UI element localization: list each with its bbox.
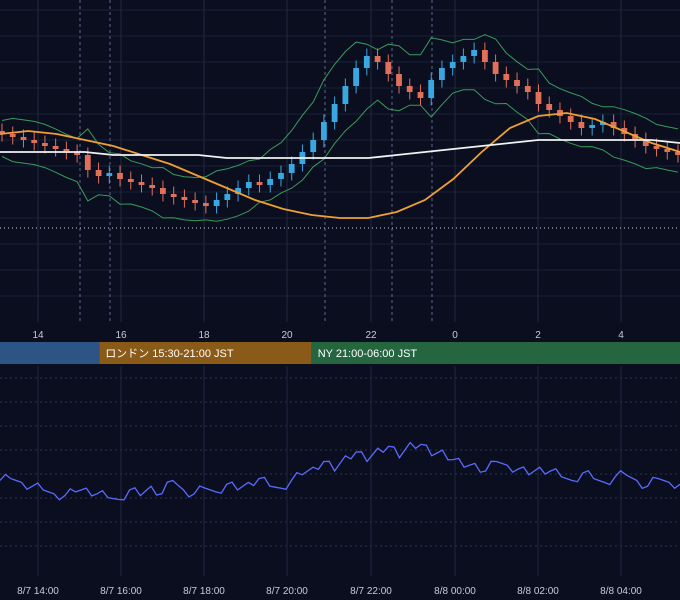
time-axis-label: 8/8 04:00: [600, 586, 642, 597]
candle-body: [514, 80, 520, 86]
candle-body: [267, 179, 274, 185]
candle-body: [245, 182, 252, 188]
candle-body: [74, 152, 80, 155]
candle-body: [213, 200, 220, 206]
candle-body: [653, 146, 660, 149]
session-bar: ロンドン 15:30-21:00 JST NY 21:00-06:00 JST: [0, 342, 680, 364]
candle-body: [0, 131, 5, 134]
candle-body: [235, 188, 241, 194]
candle-body: [503, 74, 510, 80]
candle-body: [278, 173, 284, 179]
x-tick-label: 14: [32, 330, 44, 341]
candle-body: [600, 122, 606, 125]
candle-body: [363, 56, 370, 68]
moving-average-orange: [0, 112, 680, 219]
candlestick-chart: 14 16 18 20 22 0 2 4: [0, 0, 680, 341]
candle-body: [31, 140, 38, 143]
time-axis-label: 8/8 02:00: [517, 586, 559, 597]
candle-body: [632, 134, 638, 140]
candle-body: [567, 116, 574, 122]
time-axis-label: 8/7 20:00: [266, 586, 308, 597]
bollinger-lower-band: [1, 89, 679, 222]
candle-body: [417, 92, 424, 98]
candle-body: [203, 203, 209, 206]
time-axis-label: 8/7 14:00: [17, 586, 59, 597]
x-tick-label: 2: [535, 330, 541, 341]
candle-body: [546, 104, 553, 110]
candle-body: [310, 140, 317, 152]
x-tick-label: 20: [281, 330, 293, 341]
time-axis-label: 8/7 22:00: [350, 586, 392, 597]
candle-body: [106, 173, 113, 176]
candle-body: [95, 170, 102, 176]
x-tick-label: 22: [365, 330, 377, 341]
candle-body: [385, 62, 392, 74]
session-segment: [99, 342, 312, 364]
candle-body: [224, 194, 231, 200]
candle-body: [160, 188, 166, 194]
candle-body: [589, 125, 596, 128]
candle-body: [52, 146, 59, 149]
candle-body: [321, 122, 327, 140]
candle-body: [20, 137, 27, 140]
candle-body: [353, 68, 359, 86]
axis-separator: [0, 322, 680, 325]
session-label: ロンドン 15:30-21:00 JST: [105, 348, 234, 360]
bollinger-upper-band: [1, 34, 679, 179]
candle-body: [439, 68, 445, 80]
candle-body: [9, 134, 16, 137]
candle-body: [471, 50, 477, 56]
x-tick-label: 18: [198, 330, 210, 341]
candle-body: [256, 182, 263, 185]
candle-body: [535, 92, 542, 104]
candle-body: [675, 152, 680, 155]
time-axis-label: 8/8 00:00: [434, 586, 476, 597]
candle-body: [170, 194, 177, 197]
oscillator-line: [0, 441, 680, 501]
session-label: NY 21:00-06:00 JST: [318, 348, 418, 360]
candle-body: [492, 62, 499, 74]
session-segment: [0, 342, 100, 364]
candle-body: [331, 104, 338, 122]
time-axis-label: 8/7 16:00: [100, 586, 142, 597]
candle-body: [449, 62, 456, 68]
x-tick-label: 4: [618, 330, 624, 341]
candle-body: [642, 140, 649, 146]
candle-body: [288, 164, 295, 173]
candle-body: [482, 50, 488, 62]
candle-body: [117, 173, 123, 179]
candle-body: [63, 149, 70, 152]
candle-body: [664, 149, 671, 152]
candle-body: [42, 143, 48, 146]
candle-body: [138, 182, 145, 185]
x-tick-label: 0: [452, 330, 458, 341]
candle-body: [342, 86, 349, 104]
moving-average-white: [0, 139, 680, 159]
candle-body: [460, 56, 467, 62]
candle-body: [396, 74, 402, 86]
candle-body: [181, 197, 188, 200]
candle-body: [406, 86, 413, 92]
x-tick-label: 16: [115, 330, 127, 341]
session-segment: [311, 342, 680, 364]
candle-body: [578, 122, 585, 128]
oscillator-chart: [0, 366, 680, 576]
candle-body: [610, 122, 617, 128]
candle-body: [192, 200, 198, 203]
candle-body: [524, 86, 531, 92]
candle-body: [428, 80, 435, 98]
x-axis-ticks: 14 16 18 20 22 0 2 4: [32, 330, 624, 341]
candle-body: [149, 185, 156, 188]
candle-body: [374, 56, 381, 62]
time-axis-label: 8/7 18:00: [183, 586, 225, 597]
candle-body: [84, 155, 91, 170]
time-axis: 8/7 14:00 8/7 16:00 8/7 18:00 8/7 20:00 8/7 …: [17, 586, 642, 597]
candle-body: [127, 179, 134, 182]
